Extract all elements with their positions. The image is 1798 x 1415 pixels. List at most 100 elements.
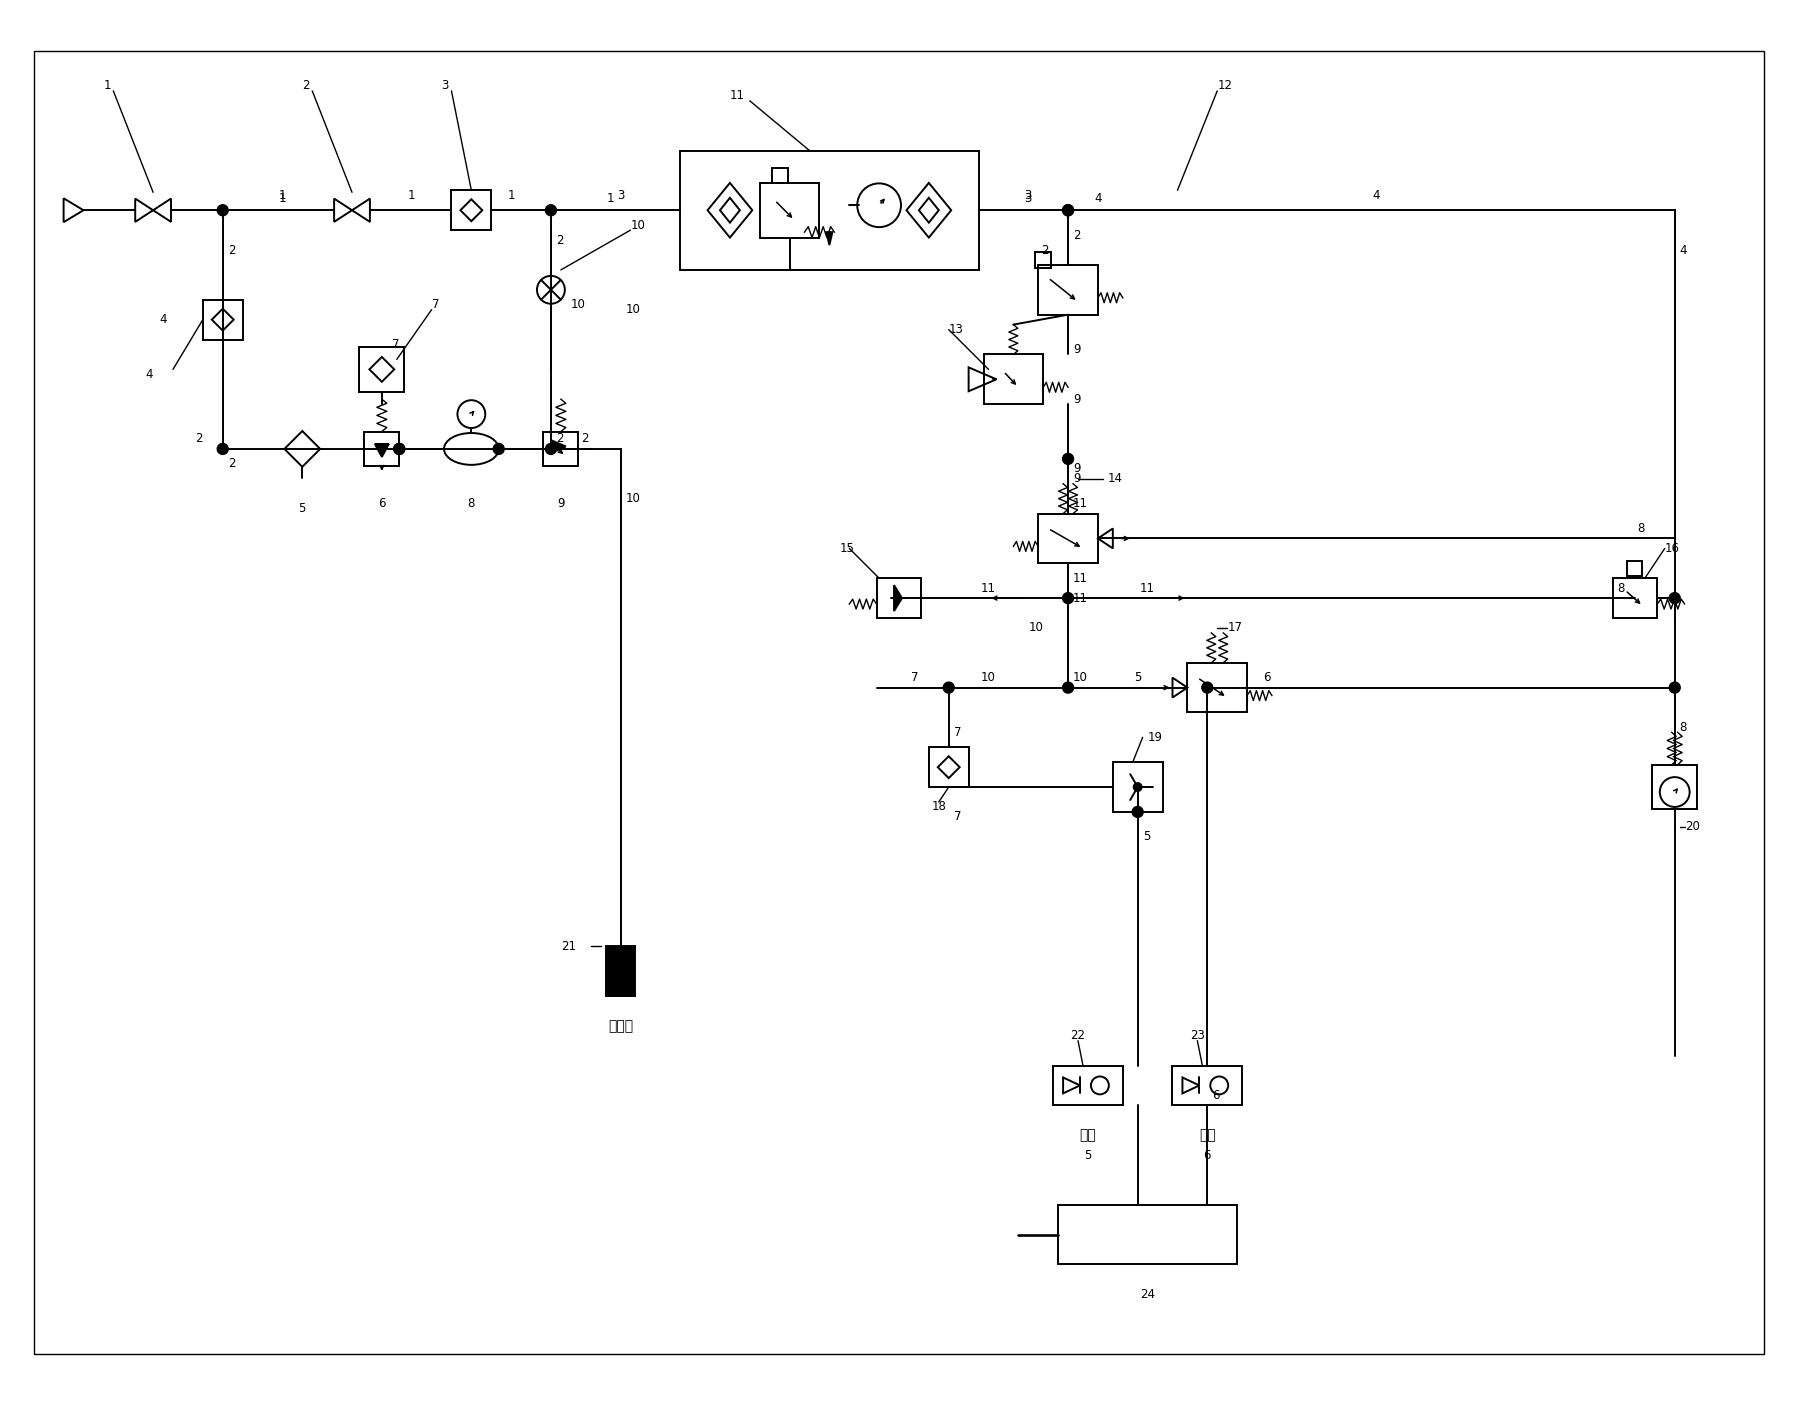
Circle shape [1133, 807, 1144, 818]
Text: 7: 7 [953, 811, 962, 824]
Text: 9: 9 [1073, 342, 1081, 357]
Circle shape [1063, 682, 1073, 693]
Bar [606, 947, 635, 996]
Bar [1059, 1204, 1237, 1265]
Circle shape [1063, 205, 1073, 215]
Text: 7: 7 [432, 299, 439, 311]
Text: 4: 4 [1679, 243, 1687, 256]
Text: 易熔塞: 易熔塞 [608, 1019, 633, 1033]
Text: 15: 15 [840, 542, 854, 555]
Text: 11: 11 [982, 582, 996, 594]
Text: 1: 1 [279, 188, 286, 202]
Text: 3: 3 [617, 188, 624, 202]
Bar [761, 183, 820, 238]
Text: 3: 3 [1025, 192, 1032, 205]
Text: 5: 5 [1084, 1149, 1091, 1162]
Text: 1: 1 [507, 188, 514, 202]
Text: 11: 11 [1073, 497, 1088, 511]
Text: 23: 23 [1190, 1029, 1205, 1043]
Text: 10: 10 [1028, 621, 1043, 634]
Text: 10: 10 [626, 492, 640, 505]
Text: 1: 1 [608, 192, 615, 205]
Bar [1627, 560, 1642, 576]
Text: 22: 22 [1070, 1029, 1086, 1043]
Polygon shape [554, 441, 566, 451]
Text: 8: 8 [467, 497, 475, 511]
Circle shape [218, 443, 228, 454]
Text: 2: 2 [196, 433, 203, 446]
Circle shape [1669, 682, 1679, 693]
Text: 12: 12 [1217, 79, 1232, 92]
Bar [680, 150, 978, 270]
Text: 17: 17 [1228, 621, 1242, 634]
Text: 6: 6 [1212, 1090, 1219, 1102]
Text: 11: 11 [1073, 591, 1088, 604]
Text: 2: 2 [556, 433, 563, 446]
Text: 2: 2 [228, 457, 236, 470]
Bar [543, 432, 579, 467]
Bar [1054, 1065, 1122, 1105]
Circle shape [1063, 205, 1073, 215]
Circle shape [944, 682, 955, 693]
Text: 4: 4 [1372, 188, 1381, 202]
Text: 7: 7 [392, 338, 399, 351]
Bar [877, 579, 921, 618]
Bar [984, 354, 1043, 405]
Text: 11: 11 [730, 89, 744, 102]
Text: 10: 10 [631, 219, 645, 232]
Polygon shape [827, 232, 832, 245]
Text: 8: 8 [1638, 522, 1645, 535]
Text: 24: 24 [1140, 1288, 1154, 1300]
Text: 10: 10 [626, 303, 640, 316]
Bar [1113, 763, 1163, 812]
Text: 6: 6 [1264, 671, 1271, 685]
Circle shape [1063, 593, 1073, 604]
Bar [1036, 252, 1052, 267]
Circle shape [1063, 453, 1073, 464]
Text: 10: 10 [982, 671, 996, 685]
Circle shape [545, 205, 556, 215]
Text: 8: 8 [1618, 582, 1625, 594]
Bar [1652, 764, 1697, 809]
Text: 6: 6 [1203, 1149, 1212, 1162]
Text: 19: 19 [1147, 730, 1163, 744]
Circle shape [218, 205, 228, 215]
Text: 21: 21 [561, 940, 575, 952]
Text: 18: 18 [931, 801, 946, 814]
Circle shape [545, 443, 556, 454]
Bar [1172, 1065, 1242, 1105]
Bar [771, 168, 788, 183]
Text: 开阀: 开阀 [1079, 1128, 1097, 1142]
Text: 9: 9 [1073, 393, 1081, 406]
Text: 6: 6 [378, 497, 385, 511]
Text: 13: 13 [949, 323, 964, 337]
Circle shape [394, 443, 405, 454]
Text: 1: 1 [279, 192, 286, 205]
Text: 1: 1 [102, 79, 111, 92]
Text: 11: 11 [1073, 572, 1088, 584]
Text: 4: 4 [146, 368, 153, 381]
Bar [451, 191, 491, 231]
Text: 5: 5 [298, 502, 306, 515]
Bar [365, 432, 399, 467]
Circle shape [394, 443, 405, 454]
Circle shape [1669, 593, 1679, 604]
Text: 11: 11 [1140, 582, 1154, 594]
Text: 2: 2 [1073, 229, 1081, 242]
Text: 3: 3 [1025, 188, 1032, 202]
Text: 8: 8 [1679, 720, 1687, 734]
Text: 20: 20 [1685, 821, 1699, 833]
Circle shape [1201, 682, 1214, 693]
Text: 10: 10 [1073, 671, 1088, 685]
Bar [203, 300, 243, 340]
Text: 7: 7 [912, 671, 919, 685]
Polygon shape [894, 586, 903, 611]
Text: 2: 2 [302, 79, 309, 92]
Text: 2: 2 [556, 233, 563, 246]
Text: 14: 14 [1108, 473, 1122, 485]
Polygon shape [376, 444, 388, 457]
Text: 7: 7 [953, 726, 962, 739]
Bar [1187, 662, 1248, 713]
Text: 5: 5 [1135, 671, 1142, 685]
Text: 2: 2 [1041, 243, 1048, 256]
